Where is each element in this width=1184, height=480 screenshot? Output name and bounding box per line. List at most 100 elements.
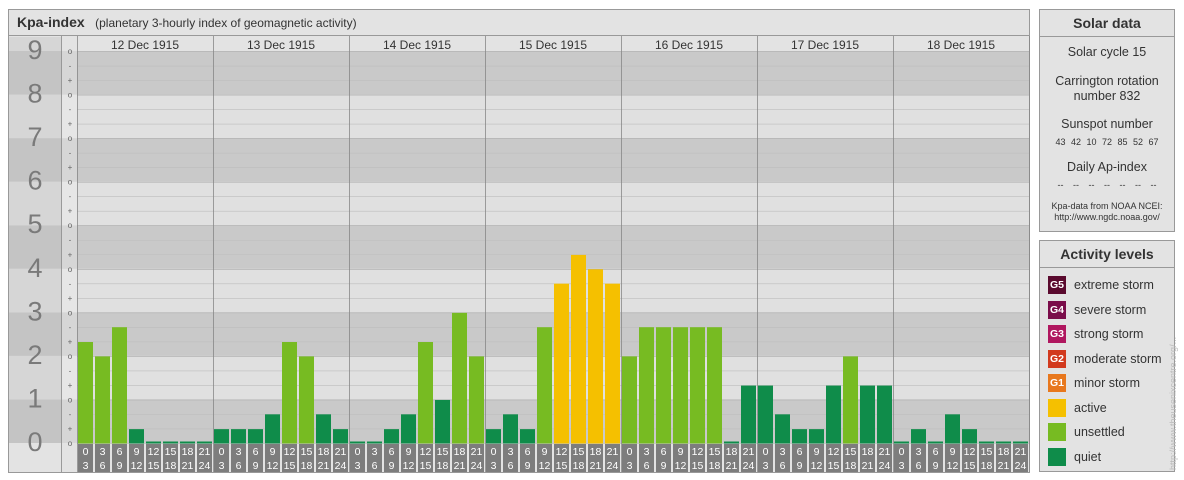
hour-start-label: 6	[525, 446, 531, 458]
y-subtick-band	[61, 355, 77, 400]
hour-cell	[1013, 444, 1028, 472]
hour-cell	[197, 444, 212, 472]
hour-start-label: 12	[148, 446, 160, 458]
day-label: 12 Dec 1915	[111, 38, 179, 52]
hour-end-label: 15	[828, 460, 840, 472]
y-subtick-label: o	[68, 178, 73, 187]
kp-bar	[775, 414, 790, 444]
hour-end-label: 9	[389, 460, 395, 472]
hour-start-label: 21	[879, 446, 891, 458]
hour-cell	[588, 444, 603, 472]
y-tick-label: 6	[27, 166, 42, 196]
kp-bar	[78, 342, 93, 444]
hour-start-label: 0	[763, 446, 769, 458]
hour-end-label: 3	[83, 460, 89, 472]
y-subtick-band	[61, 138, 77, 182]
sunspot-value: 67	[1148, 137, 1159, 147]
sunspot-value: 52	[1132, 137, 1143, 147]
legend-swatch	[1048, 423, 1066, 442]
y-band-label-cell	[9, 181, 61, 226]
hour-end-label: 12	[947, 460, 959, 472]
legend-swatch: G4	[1048, 300, 1066, 319]
hour-end-label: 18	[709, 460, 721, 472]
legend-item-unsettled: unsettled	[1040, 420, 1174, 445]
legend-item-g4: G4 severe storm	[1040, 298, 1174, 323]
kp-bar	[741, 385, 756, 444]
hour-start-label: 6	[389, 446, 395, 458]
kp-bar	[605, 283, 620, 444]
y-subtick-label: -	[69, 149, 72, 158]
hour-start-label: 6	[253, 446, 259, 458]
hour-start-label: 18	[862, 446, 874, 458]
kp-bar	[928, 441, 943, 444]
hour-start-label: 21	[743, 446, 755, 458]
y-band-label-cell	[9, 94, 61, 139]
y-subtick-label: +	[68, 250, 73, 259]
kp-bar	[860, 385, 875, 444]
hour-end-label: 6	[644, 460, 650, 472]
hour-end-label: 6	[508, 460, 514, 472]
y-subtick-label: o	[68, 91, 73, 100]
kp-bar	[299, 356, 314, 444]
y-tick-label: 3	[27, 296, 42, 326]
hour-end-label: 15	[692, 460, 704, 472]
hour-end-label: 24	[879, 460, 891, 472]
hour-cell	[911, 444, 926, 472]
hour-end-label: 9	[933, 460, 939, 472]
legend-item-active: active	[1040, 396, 1174, 421]
kp-bar	[690, 327, 705, 444]
y-subtick-band	[61, 399, 77, 443]
kp-bar	[316, 414, 331, 444]
y-subtick-band	[61, 51, 77, 95]
hour-end-label: 15	[556, 460, 568, 472]
kp-bar	[418, 342, 433, 444]
y-subtick-label: +	[68, 76, 73, 85]
kp-bar	[707, 327, 722, 444]
legend-label: quiet	[1074, 449, 1102, 464]
legend-label: active	[1074, 400, 1107, 415]
y-band-label-cell	[9, 312, 61, 356]
day-label: 15 Dec 1915	[519, 38, 587, 52]
hour-start-label: 3	[916, 446, 922, 458]
hour-start-label: 9	[270, 446, 276, 458]
hour-cell	[724, 444, 739, 472]
y-band-label-cell	[9, 355, 61, 400]
kp-bar	[656, 327, 671, 444]
y-subtick-label: -	[69, 192, 72, 201]
hour-cell	[486, 444, 501, 472]
ap-title: Daily Ap-index	[1067, 160, 1147, 174]
hour-cell	[231, 444, 246, 472]
y-tick-label: 7	[27, 122, 42, 152]
hour-end-label: 3	[355, 460, 361, 472]
hour-start-label: 15	[573, 446, 585, 458]
kp-bar	[95, 356, 110, 444]
kp-bar	[758, 385, 773, 444]
solar-data-title: Solar data	[1040, 10, 1174, 37]
carrington-line1: Carrington rotation	[1055, 74, 1159, 88]
kp-bar	[894, 441, 909, 444]
y-subtick-label: o	[68, 352, 73, 361]
kp-bar	[911, 429, 926, 444]
legend-item-g2: G2 moderate storm	[1040, 347, 1174, 372]
hour-cell	[520, 444, 535, 472]
kp-bar	[469, 356, 484, 444]
hour-end-label: 12	[811, 460, 823, 472]
sunspot-value: 85	[1117, 137, 1128, 147]
hour-cell	[180, 444, 195, 472]
hour-start-label: 9	[542, 446, 548, 458]
kp-bar	[129, 429, 144, 444]
hour-cell	[996, 444, 1011, 472]
y-tick-label: 2	[27, 340, 42, 370]
kp-bar	[384, 429, 399, 444]
hour-start-label: 21	[607, 446, 619, 458]
hour-start-label: 18	[182, 446, 194, 458]
kp-bar	[163, 441, 178, 444]
ap-value: --	[1150, 180, 1157, 190]
hour-cell	[78, 444, 93, 472]
hour-start-label: 12	[964, 446, 976, 458]
hour-end-label: 18	[981, 460, 993, 472]
hour-cell	[690, 444, 705, 472]
hour-cell	[962, 444, 977, 472]
hour-start-label: 18	[726, 446, 738, 458]
